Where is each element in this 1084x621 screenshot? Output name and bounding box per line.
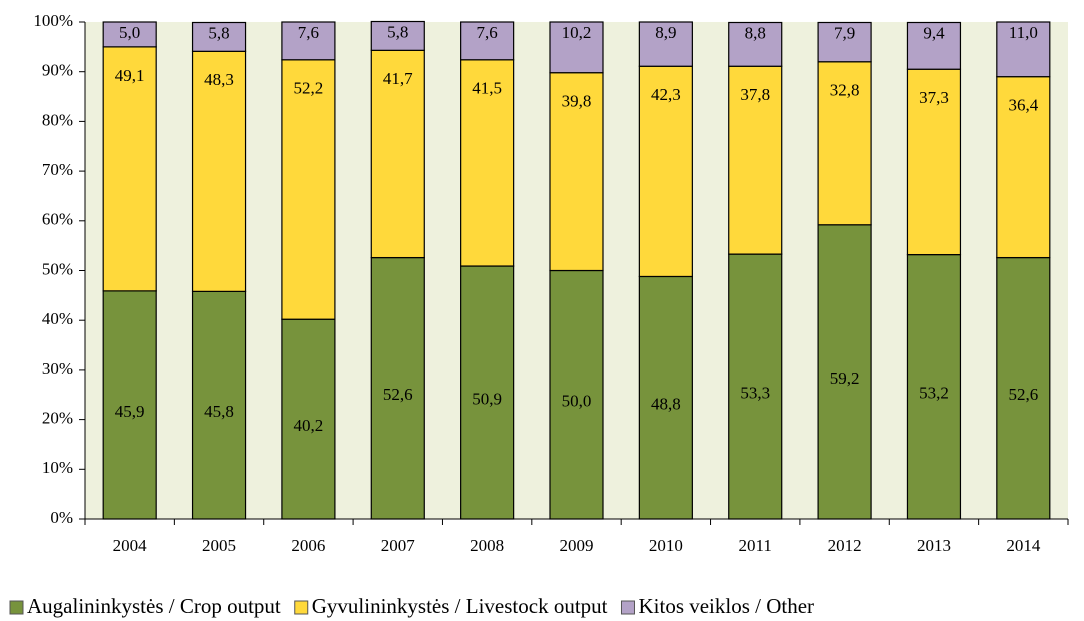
y-tick-label: 10% — [42, 458, 73, 477]
bar-segment — [549, 21, 604, 74]
bar-segment — [370, 49, 425, 259]
bar-segment — [370, 256, 425, 520]
bar-segment — [102, 46, 157, 292]
data-label: 37,3 — [919, 88, 949, 107]
x-tick-label: 2005 — [202, 536, 236, 555]
y-tick-label: 80% — [42, 110, 73, 129]
bar-segment — [460, 265, 515, 520]
bar-segment — [817, 224, 872, 520]
y-tick-label: 40% — [42, 309, 73, 328]
bar-segment — [549, 269, 604, 520]
x-tick-label: 2013 — [917, 536, 951, 555]
data-label: 39,8 — [562, 92, 592, 111]
data-label: 53,2 — [919, 384, 949, 403]
x-tick-label: 2011 — [739, 536, 772, 555]
y-tick-label: 20% — [42, 409, 73, 428]
bar-segment — [281, 318, 336, 520]
data-label: 8,8 — [745, 23, 766, 42]
legend-swatch — [9, 600, 24, 615]
legend: Augalininkystės / Crop output Gyvulininky… — [9, 594, 814, 618]
bar-segment — [817, 61, 872, 226]
data-label: 37,8 — [740, 85, 770, 104]
bar-segment — [102, 290, 157, 520]
y-tick-label: 100% — [33, 11, 73, 30]
bar-segment — [191, 50, 247, 292]
legend-label: Gyvulininkystės / Livestock output — [312, 594, 608, 618]
x-tick-label: 2008 — [470, 536, 504, 555]
x-tick-label: 2007 — [381, 536, 416, 555]
x-tick-label: 2012 — [828, 536, 862, 555]
x-tick-label: 2009 — [560, 536, 594, 555]
data-label: 50,9 — [472, 389, 502, 408]
bar-segment — [460, 21, 515, 61]
y-tick-label: 60% — [42, 210, 73, 229]
data-label: 9,4 — [923, 23, 945, 42]
data-label: 52,6 — [383, 385, 413, 404]
bar-segment — [996, 21, 1051, 78]
data-label: 41,7 — [383, 69, 413, 88]
bar-segment — [281, 21, 336, 61]
data-label: 10,2 — [562, 23, 592, 42]
data-label: 52,6 — [1008, 385, 1038, 404]
data-label: 48,8 — [651, 395, 681, 414]
x-tick-label: 2010 — [649, 536, 683, 555]
bar-segment — [638, 21, 693, 67]
legend-swatch — [620, 600, 635, 615]
bar-segment — [728, 21, 783, 67]
data-label: 32,8 — [830, 81, 860, 100]
x-tick-label: 2014 — [1006, 536, 1041, 555]
data-label: 7,9 — [834, 23, 855, 42]
data-label: 40,2 — [294, 416, 324, 435]
bar-segment — [906, 68, 962, 256]
legend-label: Kitos veiklos / Other — [638, 594, 814, 618]
data-label: 45,9 — [115, 402, 145, 421]
x-tick-label: 2004 — [113, 536, 148, 555]
data-label: 48,3 — [204, 70, 234, 89]
data-label: 50,0 — [562, 392, 592, 411]
bar-segment — [191, 290, 247, 520]
data-label: 59,2 — [830, 369, 860, 388]
legend-swatch — [294, 600, 309, 615]
y-tick-label: 70% — [42, 160, 73, 179]
y-tick-label: 90% — [42, 61, 73, 80]
bar-segment — [817, 21, 872, 63]
y-tick-label: 0% — [50, 508, 73, 527]
data-label: 8,9 — [655, 23, 676, 42]
legend-label: Augalininkystės / Crop output — [27, 594, 281, 618]
bar-segment — [906, 21, 962, 70]
bar-segment — [102, 21, 157, 48]
data-label: 41,5 — [472, 79, 502, 98]
bar-segment — [191, 21, 247, 52]
data-label: 53,3 — [740, 383, 770, 402]
bar-segment — [460, 59, 515, 267]
x-tick-label: 2006 — [291, 536, 325, 555]
data-label: 7,6 — [477, 23, 498, 42]
bar-segment — [906, 253, 962, 520]
bar-segment — [638, 65, 693, 278]
data-label: 5,0 — [119, 23, 140, 42]
data-label: 52,2 — [294, 79, 324, 98]
data-label: 5,8 — [208, 23, 229, 42]
bar-segment — [370, 20, 425, 51]
y-tick-label: 30% — [42, 359, 73, 378]
data-label: 36,4 — [1008, 96, 1038, 115]
data-label: 7,6 — [298, 23, 319, 42]
y-tick-label: 50% — [42, 259, 73, 278]
data-label: 5,8 — [387, 22, 408, 41]
bar-segment — [549, 72, 604, 272]
data-label: 45,8 — [204, 402, 234, 421]
data-label: 49,1 — [115, 66, 145, 85]
data-label: 11,0 — [1009, 23, 1038, 42]
data-label: 42,3 — [651, 85, 681, 104]
bar-segment — [281, 59, 336, 320]
